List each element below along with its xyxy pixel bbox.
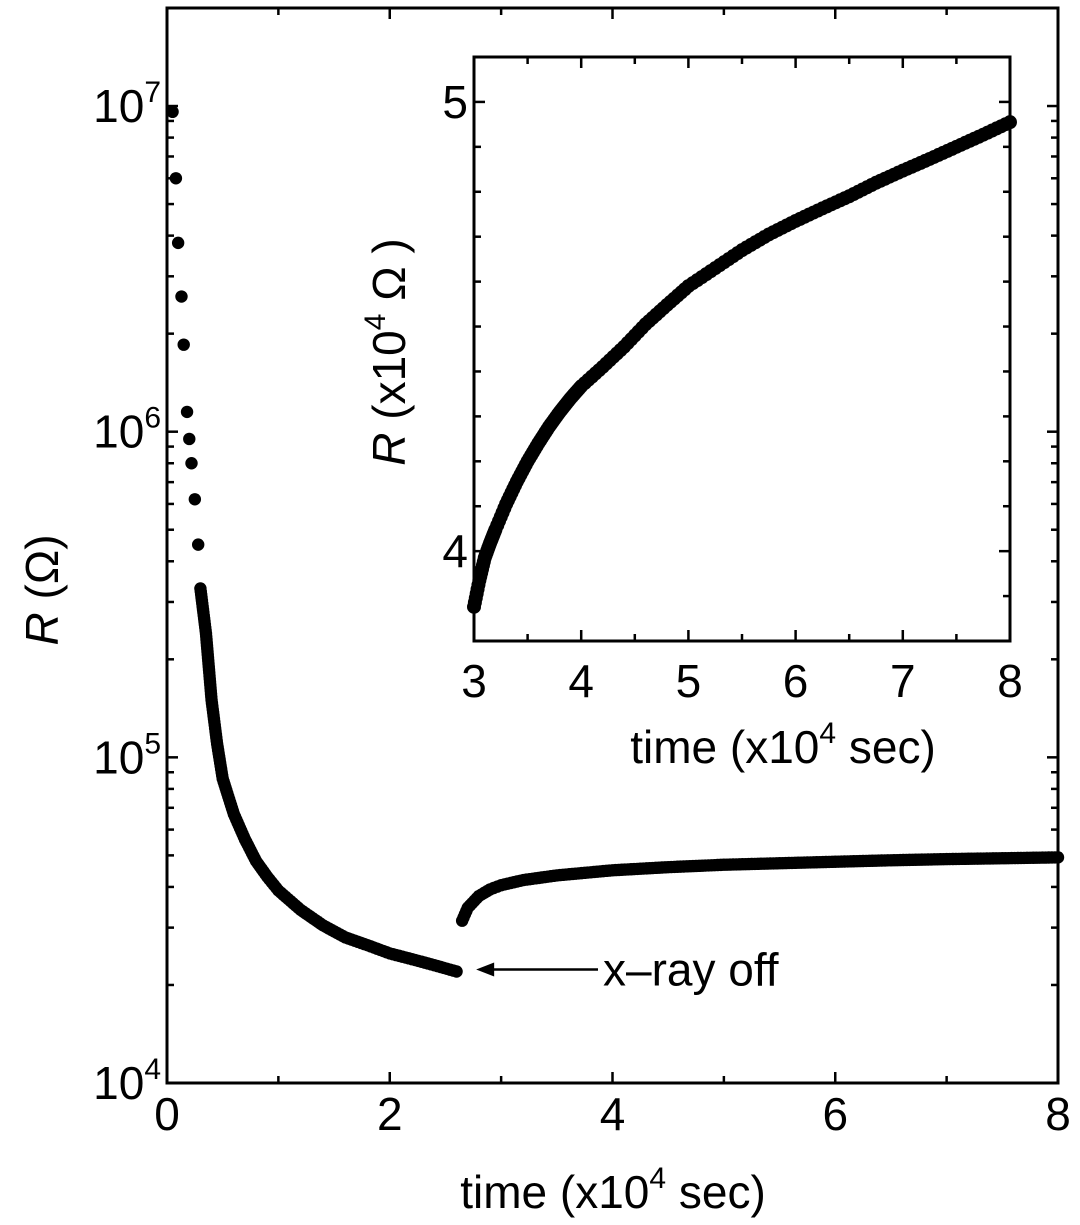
inset-x-tick-label: 8 bbox=[997, 655, 1023, 707]
main-x-axis-label: time (x104 sec) bbox=[460, 1162, 766, 1218]
inset-axis-ticks: 3 4 5 6 7 8 4 5 bbox=[442, 55, 1023, 707]
main-data-point bbox=[171, 236, 185, 250]
main-data-point bbox=[169, 172, 183, 185]
main-data-point bbox=[177, 338, 190, 351]
inset-y-tick-label: 5 bbox=[442, 76, 468, 128]
main-chart: x–ray off 0 2 4 6 8 104 105 106 107 time (x104 s… bbox=[16, 6, 1071, 1218]
main-y-axis-label: R (Ω) bbox=[16, 534, 68, 645]
main-data-point bbox=[175, 290, 188, 303]
inset-x-tick-label: 4 bbox=[568, 655, 594, 707]
inset-data-points bbox=[467, 115, 1017, 614]
main-axis-ticks: 0 2 4 6 8 104 105 106 107 bbox=[93, 6, 1071, 1140]
main-data-point bbox=[166, 105, 179, 119]
inset-x-tick-label: 6 bbox=[783, 655, 809, 707]
main-x-tick-label: 2 bbox=[377, 1088, 403, 1140]
x-ray-off-annotation: x–ray off bbox=[476, 943, 779, 995]
main-x-tick-label: 4 bbox=[600, 1088, 626, 1140]
main-data-point bbox=[180, 405, 194, 419]
annotation-arrow-head bbox=[476, 962, 495, 977]
main-data-point bbox=[183, 432, 196, 446]
main-x-tick-label: 6 bbox=[822, 1088, 848, 1140]
main-data-point bbox=[185, 457, 198, 470]
inset-chart: 3 4 5 6 7 8 4 5 time (x104 sec) R (x104 Ω ) bbox=[359, 55, 1023, 773]
main-y-tick-label: 104 bbox=[93, 1053, 161, 1109]
main-y-tick-label: 106 bbox=[93, 402, 161, 458]
annotation-text: x–ray off bbox=[603, 943, 779, 995]
main-x-tick-label: 0 bbox=[154, 1088, 180, 1140]
main-data-points bbox=[166, 105, 1065, 978]
main-x-tick-label: 8 bbox=[1045, 1088, 1071, 1140]
inset-background bbox=[474, 57, 1010, 641]
main-y-tick-label: 107 bbox=[93, 76, 161, 132]
main-data-point bbox=[191, 538, 205, 551]
inset-x-tick-label: 5 bbox=[676, 655, 702, 707]
inset-y-axis-label: R (x104 Ω ) bbox=[359, 238, 415, 465]
inset-y-tick-label: 4 bbox=[442, 525, 468, 577]
inset-x-axis-label: time (x104 sec) bbox=[630, 717, 936, 773]
main-y-tick-label: 105 bbox=[93, 727, 161, 783]
inset-x-tick-label: 7 bbox=[890, 655, 916, 707]
main-data-point bbox=[188, 493, 202, 506]
inset-x-tick-label: 3 bbox=[461, 655, 487, 707]
main-data-point bbox=[450, 965, 463, 978]
